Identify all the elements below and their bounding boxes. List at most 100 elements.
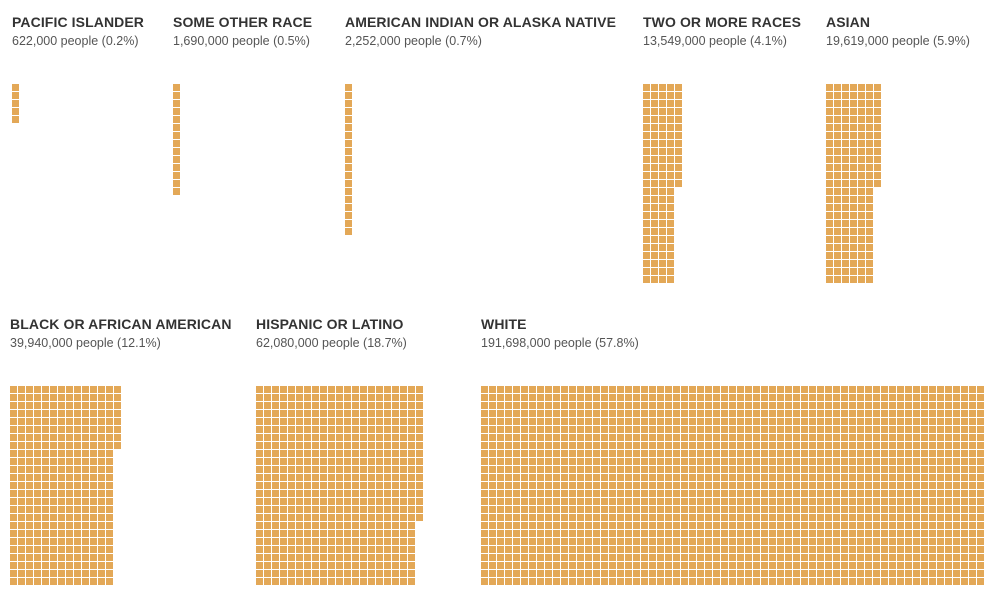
waffle-cell-white-332: [585, 434, 592, 441]
waffle-cell-hisp-326: [360, 386, 367, 393]
waffle-cell-white-151: [529, 386, 536, 393]
waffle-cell-white-1442: [937, 514, 944, 521]
waffle-cell-white-1378: [921, 402, 928, 409]
waffle-cell-white-1537: [969, 474, 976, 481]
waffle-cell-white-217: [545, 514, 552, 521]
waffle-cell-asian-32: [834, 132, 841, 139]
waffle-cell-black-146: [50, 546, 57, 553]
waffle-cell-white-1411: [929, 466, 936, 473]
waffle-cell-white-1287: [889, 474, 896, 481]
waffle-cell-asian-64: [842, 188, 849, 195]
waffle-cell-white-1136: [841, 466, 848, 473]
waffle-cell-white-1351: [913, 386, 920, 393]
waffle-cell-white-475: [625, 578, 632, 585]
waffle-cell-hisp-513: [416, 482, 423, 489]
waffle-cell-white-1033: [809, 442, 816, 449]
waffle-cell-white-519: [641, 530, 648, 537]
waffle-cell-white-963: [785, 482, 792, 489]
waffle-cell-white-1230: [873, 418, 880, 425]
waffle-cell-white-148: [521, 562, 528, 569]
waffle-cell-black-167: [58, 514, 65, 521]
waffle-cell-white-1081: [825, 426, 832, 433]
waffle-cell-white-1029: [809, 410, 816, 417]
waffle-cell-asian-12: [826, 172, 833, 179]
waffle-cell-asian-34: [834, 148, 841, 155]
waffle-cell-white-929: [777, 410, 784, 417]
waffle-cell-white-1470: [945, 538, 952, 545]
waffle-cell-white-1346: [905, 546, 912, 553]
waffle-cell-white-599: [665, 570, 672, 577]
waffle-cell-white-1223: [865, 562, 872, 569]
waffle-cell-hisp-268: [336, 522, 343, 529]
waffle-cell-white-1340: [905, 498, 912, 505]
waffle-cell-white-1123: [833, 562, 840, 569]
waffle-cell-hisp-313: [352, 482, 359, 489]
waffle-cell-white-688: [697, 482, 704, 489]
waffle-cell-white-1367: [913, 514, 920, 521]
waffle-cell-white-312: [577, 474, 584, 481]
waffle-cell-white-453: [625, 402, 632, 409]
waffle-cell-white-210: [545, 458, 552, 465]
waffle-cell-hisp-441: [392, 506, 399, 513]
waffle-cell-white-897: [761, 554, 768, 561]
waffle-cell-white-664: [689, 490, 696, 497]
waffle-cell-white-982: [793, 434, 800, 441]
waffle-cell-hisp-396: [376, 546, 383, 553]
waffle-cell-white-1191: [857, 506, 864, 513]
waffle-cell-white-691: [697, 506, 704, 513]
waffle-cell-white-1258: [881, 442, 888, 449]
waffle-cell-white-183: [537, 442, 544, 449]
waffle-cell-white-935: [777, 458, 784, 465]
waffle-cell-white-875: [753, 578, 760, 585]
waffle-cell-asian-118: [858, 220, 865, 227]
waffle-cell-hisp-409: [384, 450, 391, 457]
waffle-cell-black-41: [18, 506, 25, 513]
waffle-cell-hisp-153: [304, 402, 311, 409]
waffle-cell-black-260: [90, 458, 97, 465]
waffle-cell-two-88: [667, 180, 674, 187]
waffle-cell-black-180: [66, 418, 73, 425]
waffle-cell-hisp-286: [344, 466, 351, 473]
waffle-cell-black-31: [18, 426, 25, 433]
waffle-cell-asian-160: [874, 156, 881, 163]
waffle-cell-white-1220: [865, 538, 872, 545]
waffle-cell-white-696: [697, 546, 704, 553]
waffle-cell-white-152: [529, 394, 536, 401]
waffle-cell-white-1335: [905, 458, 912, 465]
waffle-cell-hisp-374: [368, 570, 375, 577]
waffle-cell-white-1432: [937, 434, 944, 441]
waffle-cell-white-137: [521, 474, 528, 481]
waffle-cell-white-647: [681, 554, 688, 561]
waffle-cell-white-173: [529, 562, 536, 569]
waffle-cell-hisp-461: [400, 466, 407, 473]
waffle-cell-hisp-493: [408, 522, 415, 529]
waffle-cell-white-1111: [833, 466, 840, 473]
waffle-cell-white-511: [641, 466, 648, 473]
waffle-cell-white-1084: [825, 450, 832, 457]
waffle-cell-white-1196: [857, 546, 864, 553]
waffle-cell-white-837: [745, 474, 752, 481]
waffle-cell-hisp-76: [280, 386, 287, 393]
waffle-cell-white-844: [745, 530, 752, 537]
waffle-cell-white-792: [729, 514, 736, 521]
waffle-cell-white-694: [697, 530, 704, 537]
waffle-cell-white-622: [673, 554, 680, 561]
waffle-cell-hisp-262: [336, 474, 343, 481]
waffle-cell-white-1095: [825, 538, 832, 545]
waffle-cell-hisp-252: [336, 394, 343, 401]
waffle-cell-asian-84: [850, 148, 857, 155]
waffle-cell-white-1394: [921, 530, 928, 537]
waffle-cell-white-1040: [809, 498, 816, 505]
waffle-cell-hisp-381: [376, 426, 383, 433]
waffle-cell-black-331: [114, 426, 121, 433]
waffle-cell-black-328: [114, 402, 121, 409]
waffle-cell-aian-14: [345, 188, 352, 195]
waffle-cell-white-513: [641, 482, 648, 489]
waffle-cell-white-1055: [817, 418, 824, 425]
waffle-cell-white-699: [697, 570, 704, 577]
waffle-cell-hisp-31: [264, 426, 271, 433]
waffle-cell-hisp-350: [360, 578, 367, 585]
waffle-cell-hisp-416: [384, 506, 391, 513]
waffle-cell-white-100: [505, 578, 512, 585]
waffle-cell-white-330: [585, 418, 592, 425]
